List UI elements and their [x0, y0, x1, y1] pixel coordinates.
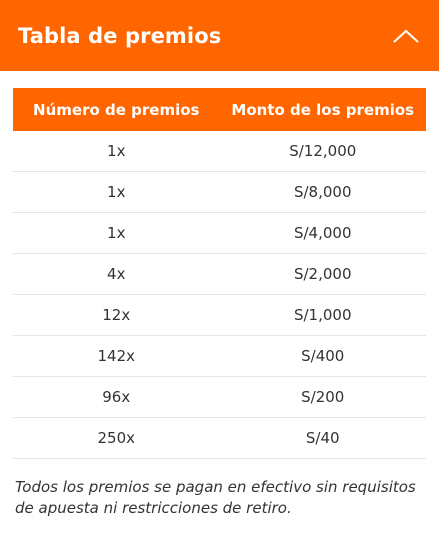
panel-title: Tabla de premios [18, 23, 222, 48]
prize-amount-cell: S/12,000 [219, 131, 426, 172]
table-row: 96x S/200 [13, 376, 426, 418]
prize-amount-cell: S/40 [219, 417, 426, 459]
prize-count-cell: 1x [13, 171, 220, 213]
prize-count-cell: 12x [13, 294, 220, 336]
table-row: 1x S/4,000 [13, 212, 426, 254]
table-header-row: Número de premios Monto de los premios [13, 88, 426, 131]
table-row: 250x S/40 [13, 417, 426, 459]
table-row: 12x S/1,000 [13, 294, 426, 336]
table-row: 1x S/12,000 [13, 131, 426, 172]
prize-table-wrapper: Número de premios Monto de los premios 1… [13, 88, 426, 459]
prize-amount-cell: S/4,000 [219, 212, 426, 254]
column-header-amount: Monto de los premios [219, 88, 426, 131]
prize-count-cell: 4x [13, 253, 220, 295]
chevron-up-icon[interactable] [391, 26, 421, 46]
prize-count-cell: 250x [13, 417, 220, 459]
prize-count-cell: 96x [13, 376, 220, 418]
prize-amount-cell: S/1,000 [219, 294, 426, 336]
prize-amount-cell: S/400 [219, 335, 426, 377]
prize-count-cell: 1x [13, 212, 220, 254]
prize-amount-cell: S/8,000 [219, 171, 426, 213]
prize-amount-cell: S/2,000 [219, 253, 426, 295]
table-row: 1x S/8,000 [13, 171, 426, 213]
prize-note: Todos los premios se pagan en efectivo s… [15, 478, 416, 517]
prize-count-cell: 142x [13, 335, 220, 377]
prize-count-cell: 1x [13, 131, 220, 172]
column-header-count: Número de premios [13, 88, 220, 131]
prize-table: Número de premios Monto de los premios 1… [13, 88, 426, 459]
accordion-header[interactable]: Tabla de premios [0, 0, 439, 71]
prize-amount-cell: S/200 [219, 376, 426, 418]
table-row: 4x S/2,000 [13, 253, 426, 295]
table-row: 142x S/400 [13, 335, 426, 377]
